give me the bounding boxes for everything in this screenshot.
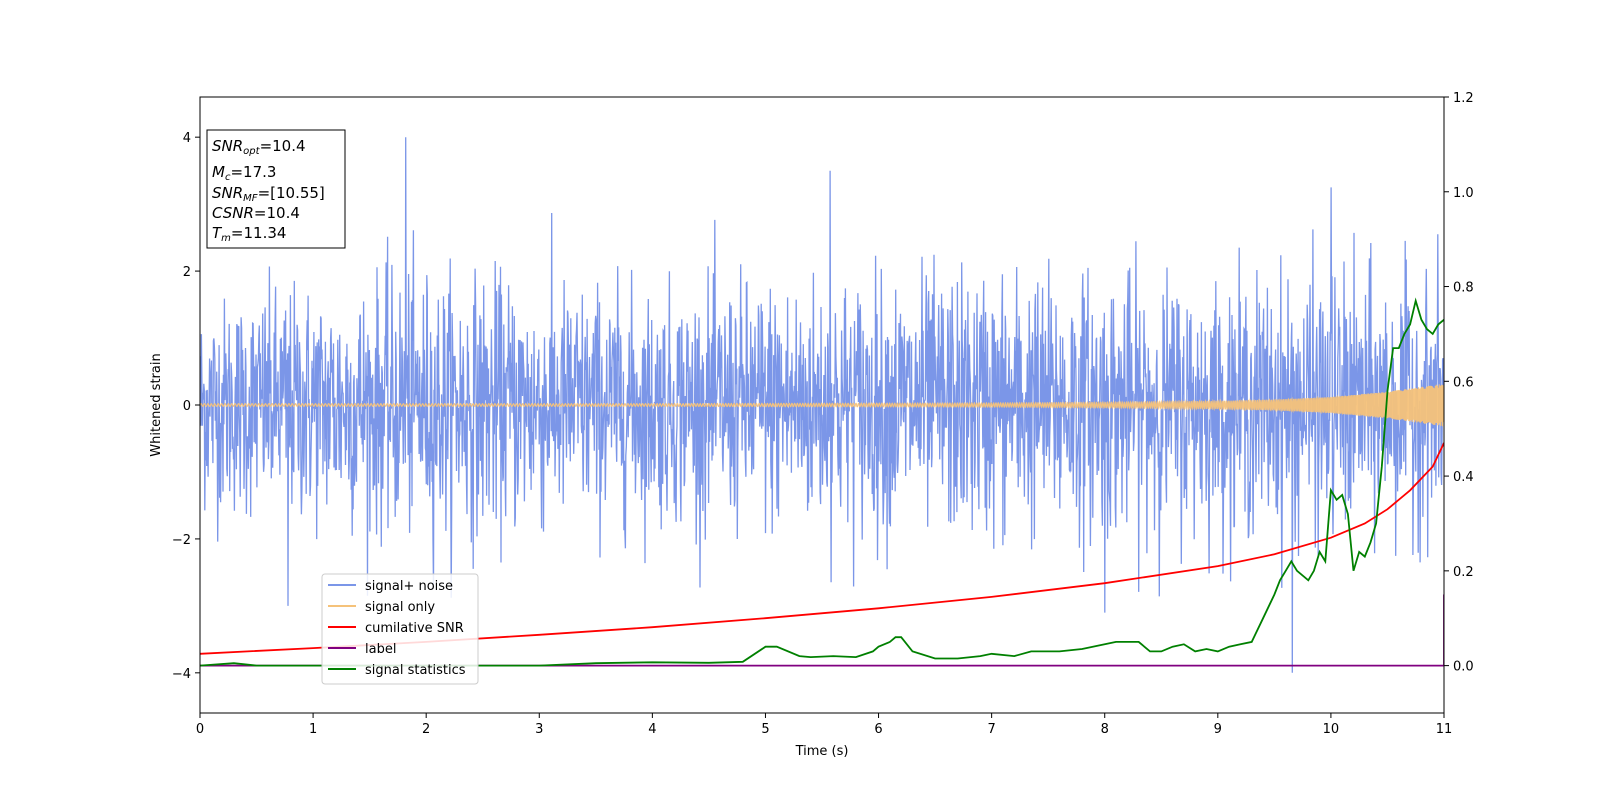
y2-tick-label: 0.4: [1453, 470, 1474, 485]
y-tick: 2: [183, 265, 200, 280]
x-tick: 9: [1214, 713, 1222, 737]
x-tick-label: 7: [987, 722, 995, 737]
info-snr-mf: SNRMF=[10.55]: [212, 184, 325, 204]
legend-item: signal+ noise: [328, 579, 453, 594]
x-tick: 7: [987, 713, 996, 737]
x-tick-label: 9: [1214, 722, 1222, 737]
x-tick-label: 8: [1101, 722, 1109, 737]
y2-tick: 0.8: [1444, 281, 1474, 296]
y2-tick-label: 0.2: [1453, 565, 1474, 580]
x-tick: 3: [535, 713, 543, 737]
y2-tick-label: 1.0: [1453, 186, 1474, 201]
x-tick: 10: [1323, 713, 1340, 737]
x-tick-label: 5: [761, 722, 769, 737]
x-axis-label: Time (s): [795, 744, 849, 759]
x-tick-label: 1: [309, 722, 317, 737]
y-tick-label: 2: [183, 265, 191, 280]
x-tick: 5: [761, 713, 770, 737]
legend-label: signal only: [365, 600, 435, 615]
info-box: SNRopt=10.4 Mc=17.3 SNRMF=[10.55] CSNR=1…: [206, 129, 346, 249]
legend-label: signal statistics: [365, 663, 466, 678]
y-tick: 4: [183, 131, 200, 146]
y-tick-label: 0: [183, 399, 191, 414]
legend-item: signal only: [328, 600, 435, 615]
legend-label: label: [365, 642, 396, 657]
y-tick-label: −4: [172, 667, 191, 682]
info-snr-opt: SNRopt=10.4: [212, 137, 306, 157]
y2-tick-label: 0.8: [1453, 281, 1474, 296]
x-tick-label: 2: [422, 722, 430, 737]
legend-item: cumilative SNR: [328, 621, 464, 636]
y2-tick: 0.0: [1444, 660, 1474, 675]
x-tick-label: 6: [874, 722, 882, 737]
x-tick-label: 3: [535, 722, 543, 737]
legend-item: label: [328, 642, 396, 657]
y2-tick-label: 1.2: [1453, 91, 1474, 106]
y-tick: −2: [172, 533, 200, 548]
y2-tick: 0.6: [1444, 375, 1474, 390]
x-tick-label: 4: [648, 722, 656, 737]
x-tick: 4: [648, 713, 657, 737]
x-tick-label: 11: [1436, 722, 1453, 737]
series-layer: [200, 137, 1444, 673]
x-tick: 1: [309, 713, 317, 737]
series-signal-noise: [200, 137, 1444, 673]
legend-item: signal statistics: [328, 663, 466, 678]
y-axis-right: 0.0 0.2 0.4 0.6 0.8 1.0 1.2: [1444, 91, 1474, 675]
legend-label: cumilative SNR: [365, 621, 464, 636]
legend-frame: [321, 573, 479, 685]
x-tick: 2: [422, 713, 430, 737]
x-tick: 0: [196, 713, 204, 737]
y2-tick: 1.0: [1444, 186, 1474, 201]
series-cumulative-snr: [200, 442, 1444, 655]
y-tick: 0: [183, 399, 200, 414]
x-tick: 6: [874, 713, 883, 737]
x-tick: 8: [1101, 713, 1109, 737]
info-tm: Tm=11.34: [212, 224, 286, 244]
x-tick-label: 10: [1323, 722, 1340, 737]
info-mc: Mc=17.3: [212, 163, 276, 183]
series-signal-only: [200, 384, 1444, 427]
series-signal-statistics: [200, 297, 1444, 667]
y2-tick: 0.2: [1444, 565, 1474, 580]
y-tick-label: 4: [183, 131, 191, 146]
x-axis: 0 1 2 3 4 5 6 7 8 9 10 11: [196, 713, 1452, 737]
y-tick: −4: [172, 667, 200, 682]
legend-label: signal+ noise: [365, 579, 453, 594]
legend: signal+ noise signal only cumilative SNR la…: [321, 573, 479, 685]
y2-tick: 0.4: [1444, 470, 1474, 485]
y2-tick-label: 0.6: [1453, 375, 1474, 390]
y2-tick: 1.2: [1444, 91, 1474, 106]
x-tick: 11: [1436, 713, 1453, 737]
x-tick-label: 0: [196, 722, 204, 737]
y2-tick-label: 0.0: [1453, 660, 1474, 675]
y-tick-label: −2: [172, 533, 191, 548]
info-box-frame: [206, 129, 346, 249]
info-csnr: CSNR=10.4: [212, 204, 300, 222]
series-label: [200, 594, 1444, 667]
y-axis-left: −4 −2 0 2 4: [172, 131, 200, 682]
y-axis-label: Whitened strain: [149, 353, 164, 456]
